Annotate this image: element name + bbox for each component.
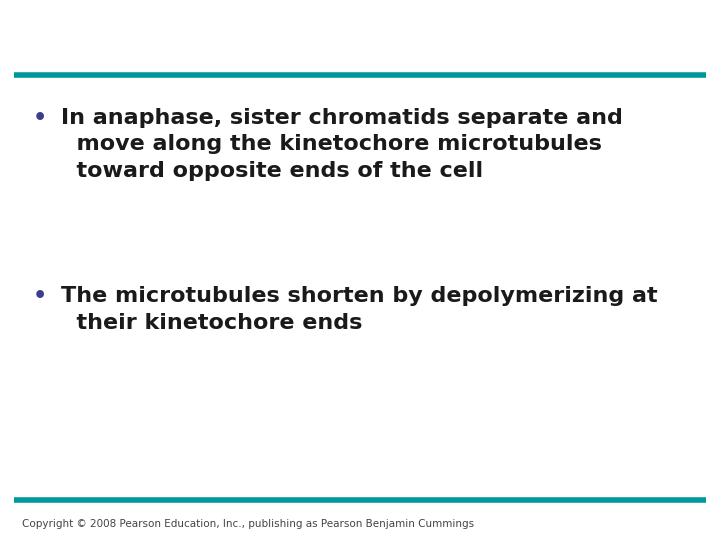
Text: •: • — [32, 108, 47, 128]
Text: Copyright © 2008 Pearson Education, Inc., publishing as Pearson Benjamin Cumming: Copyright © 2008 Pearson Education, Inc.… — [22, 519, 474, 529]
Text: •: • — [32, 286, 47, 306]
Text: The microtubules shorten by depolymerizing at
  their kinetochore ends: The microtubules shorten by depolymerizi… — [61, 286, 658, 333]
Text: In anaphase, sister chromatids separate and
  move along the kinetochore microtu: In anaphase, sister chromatids separate … — [61, 108, 623, 181]
